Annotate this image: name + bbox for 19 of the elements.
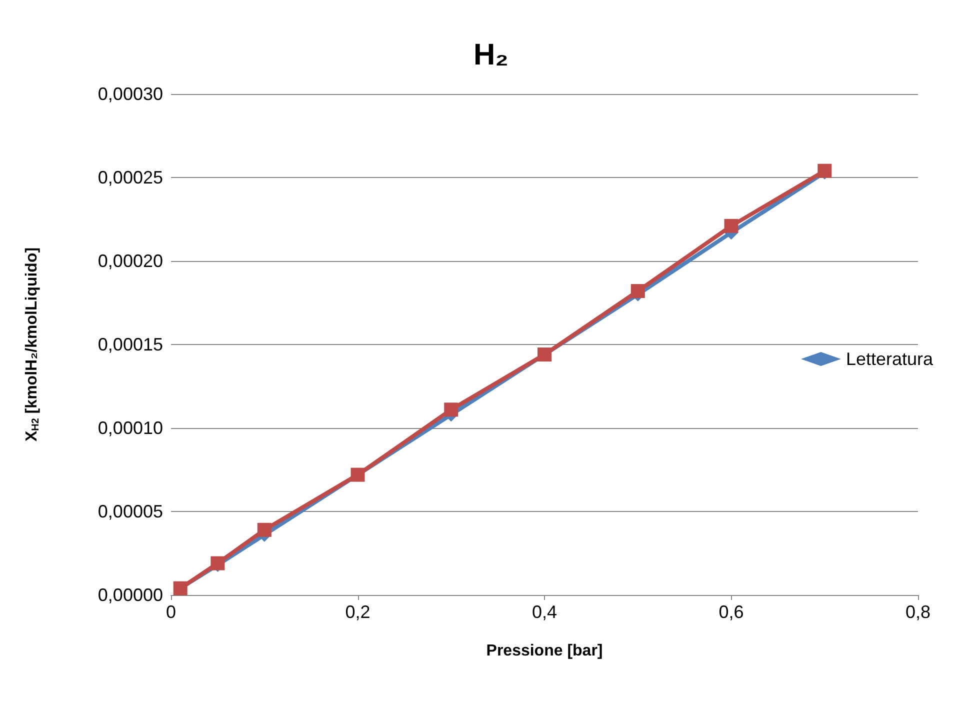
- y-tick-label: 0,00020: [98, 251, 163, 271]
- y-axis-title: XH2 [kmolH₂/kmolLiquido]: [24, 247, 42, 442]
- y-tick-label: 0,00030: [98, 84, 163, 104]
- x-tick-label: 0,6: [718, 602, 744, 622]
- point: [444, 402, 458, 417]
- y-tick-label: 0,00000: [98, 585, 163, 605]
- point: [724, 218, 738, 233]
- legend-label: Letteratura: [846, 349, 934, 369]
- chart-title: H₂: [474, 38, 508, 72]
- x-tick-label: 0,8: [905, 602, 931, 622]
- x-axis-title: Pressione [bar]: [486, 642, 603, 660]
- y-tick-label: 0,00010: [98, 418, 163, 438]
- y-tick-label: 0,00005: [98, 502, 163, 522]
- point: [257, 522, 272, 537]
- x-tick-label: 0: [166, 602, 176, 622]
- y-tick-label: 0,00025: [98, 168, 163, 188]
- y-tick-label: 0,00015: [98, 334, 163, 354]
- x-tick-label: 0,2: [345, 602, 370, 622]
- x-tick-label: 0,4: [532, 602, 558, 622]
